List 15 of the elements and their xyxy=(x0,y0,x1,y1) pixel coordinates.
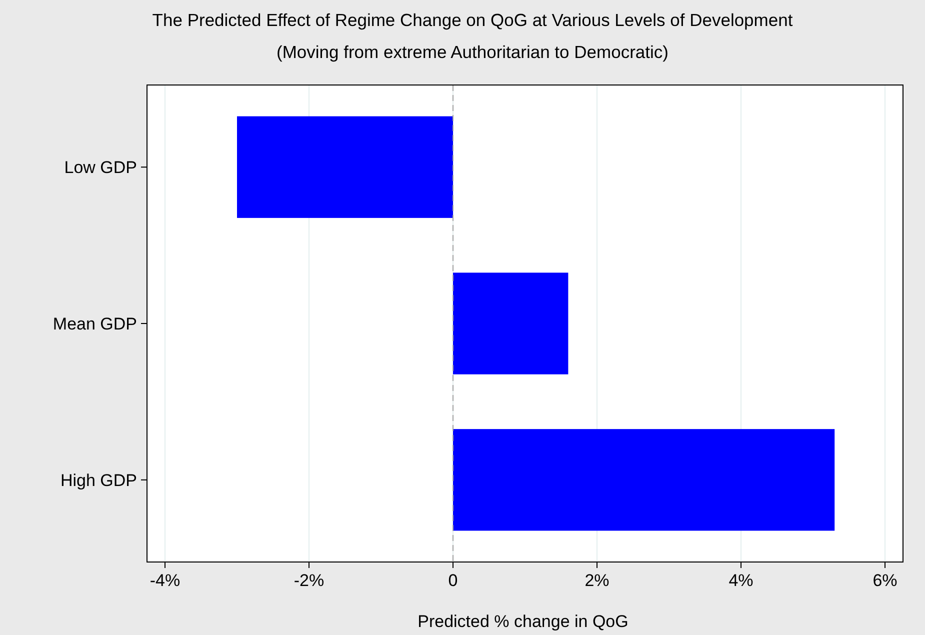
x-tick-label: 0 xyxy=(448,571,458,590)
y-tick-label: Mean GDP xyxy=(52,314,137,334)
x-tick-label: 6% xyxy=(872,571,898,590)
chart-title: The Predicted Effect of Regime Change on QoG at Various Levels of Development xyxy=(152,10,793,30)
bar xyxy=(453,429,835,531)
bar xyxy=(237,116,453,218)
x-tick-label: 2% xyxy=(584,571,610,590)
x-tick-label: 4% xyxy=(728,571,754,590)
x-tick-label: -4% xyxy=(150,571,180,590)
x-axis-title: Predicted % change in QoG xyxy=(418,612,628,631)
x-tick-label: -2% xyxy=(294,571,324,590)
bar xyxy=(453,272,568,374)
y-tick-label: Low GDP xyxy=(64,158,137,178)
chart-subtitle: (Moving from extreme Authoritarian to Democratic) xyxy=(276,42,668,62)
y-tick-label: High GDP xyxy=(60,470,137,490)
